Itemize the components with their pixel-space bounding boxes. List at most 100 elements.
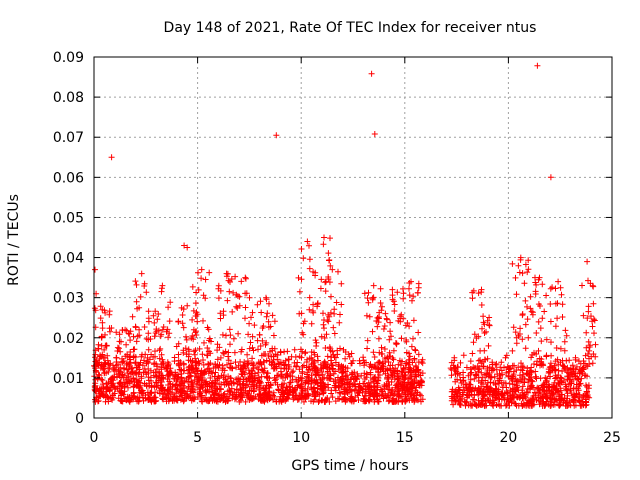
data-point [232,359,239,366]
data-point [366,390,373,397]
data-point [192,370,198,377]
data-point [485,371,492,378]
data-point [406,323,413,330]
data-point [412,346,418,353]
data-point [374,392,381,399]
data-point [327,262,334,269]
data-point [567,380,574,387]
data-point [193,332,200,338]
data-point [490,388,497,395]
data-point [363,374,370,381]
data-point [513,334,520,341]
data-point [131,379,138,385]
data-point [224,398,231,405]
data-point [203,396,210,403]
data-point [280,396,287,403]
data-point [525,266,532,273]
data-point [587,280,594,287]
data-point [314,379,321,386]
y-tick-label: 0.08 [53,90,84,106]
data-point [471,375,478,382]
data-point [299,375,306,382]
data-point [384,376,391,382]
data-point [278,373,285,380]
data-point [475,378,482,384]
data-point [127,328,134,335]
data-point [199,351,206,358]
data-point [198,370,205,377]
data-point [345,376,352,383]
data-point [210,365,217,372]
data-point [275,386,282,393]
data-point [561,347,568,354]
data-point [196,388,203,395]
plot-frame [93,56,613,419]
data-point [325,318,332,325]
data-point [554,300,561,307]
data-point [527,305,534,312]
data-point [575,387,582,394]
data-point [522,321,529,328]
data-point [270,389,277,396]
data-point [467,358,474,365]
data-point [136,332,143,339]
data-point [232,273,239,280]
data-point [586,394,593,401]
data-point [544,375,550,382]
data-point [400,295,407,302]
data-point [406,285,412,292]
data-point [479,374,486,381]
data-point [193,365,200,372]
data-point [378,344,385,351]
data-point [200,357,206,363]
data-point [509,347,516,354]
data-point [380,326,387,332]
data-point [559,357,566,364]
data-point [219,331,226,338]
data-point [238,278,245,285]
data-point [561,365,568,372]
data-point [248,314,254,321]
data-point [217,315,224,322]
data-point [208,368,215,375]
data-point [229,308,236,315]
data-point-peak [329,266,336,273]
data-point [309,357,316,363]
data-point [486,314,493,321]
data-point [589,360,596,367]
data-point [151,360,158,367]
data-point [99,325,106,332]
data-point [136,384,143,391]
data-point [414,289,421,296]
data-point [517,366,524,373]
data-point [179,320,186,327]
data-point [211,389,217,396]
data-point [415,359,422,366]
data-point [529,396,536,403]
data-point [166,318,173,325]
data-point [173,390,179,397]
data-point-peak [370,282,377,289]
data-point [308,372,315,379]
data-point [274,372,280,379]
data-point [478,302,485,308]
data-point [318,276,325,283]
data-point [564,392,571,399]
data-point [413,364,420,370]
data-point [580,358,587,364]
data-point [547,360,554,367]
data-point [236,398,243,405]
data-point [348,350,355,357]
data-point [203,389,210,396]
data-point [539,315,546,322]
data-point [350,357,357,364]
data-point [263,357,270,364]
data-point [317,285,324,292]
data-point [298,276,305,283]
data-point [180,324,187,331]
data-point [151,383,158,390]
data-point [386,336,393,343]
data-point [328,390,335,397]
data-point-outlier [181,242,188,249]
data-point [117,389,124,396]
